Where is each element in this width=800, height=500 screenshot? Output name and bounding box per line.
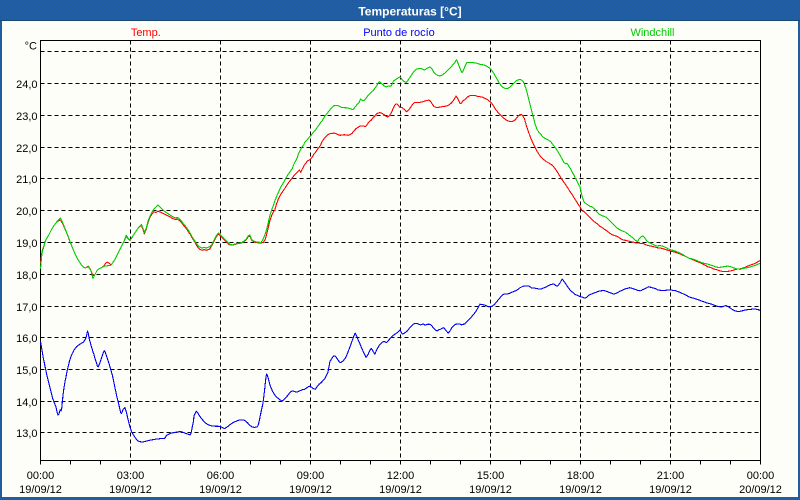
svg-text:22,0: 22,0 — [16, 143, 37, 155]
svg-text:18,0: 18,0 — [16, 270, 37, 282]
svg-text:20,0: 20,0 — [16, 206, 37, 218]
svg-text:21,0: 21,0 — [16, 174, 37, 186]
svg-text:06:00: 06:00 — [207, 470, 235, 482]
svg-text:Punto de rocío: Punto de rocío — [363, 27, 435, 39]
svg-text:23,0: 23,0 — [16, 111, 37, 123]
svg-text:00:00: 00:00 — [747, 470, 775, 482]
svg-text:13,0: 13,0 — [16, 428, 37, 440]
svg-text:09:00: 09:00 — [297, 470, 325, 482]
svg-text:21:00: 21:00 — [657, 470, 685, 482]
svg-text:19/09/12: 19/09/12 — [469, 484, 512, 496]
svg-text:15:00: 15:00 — [477, 470, 505, 482]
svg-text:20/09/12: 20/09/12 — [739, 484, 782, 496]
svg-text:15,0: 15,0 — [16, 365, 37, 377]
svg-text:19/09/12: 19/09/12 — [559, 484, 602, 496]
svg-text:19/09/12: 19/09/12 — [109, 484, 152, 496]
svg-text:Windchill: Windchill — [630, 27, 674, 39]
svg-text:12:00: 12:00 — [387, 470, 415, 482]
svg-text:18:00: 18:00 — [567, 470, 595, 482]
svg-text:16,0: 16,0 — [16, 333, 37, 345]
svg-text:19/09/12: 19/09/12 — [289, 484, 332, 496]
svg-text:19/09/12: 19/09/12 — [19, 484, 62, 496]
svg-text:03:00: 03:00 — [117, 470, 145, 482]
svg-text:Temperaturas [°C]: Temperaturas [°C] — [358, 5, 461, 19]
svg-text:00:00: 00:00 — [27, 470, 55, 482]
svg-text:19/09/12: 19/09/12 — [649, 484, 692, 496]
svg-text:19/09/12: 19/09/12 — [199, 484, 242, 496]
svg-text:°C: °C — [25, 41, 37, 53]
svg-text:19,0: 19,0 — [16, 238, 37, 250]
svg-text:14,0: 14,0 — [16, 397, 37, 409]
svg-text:Temp.: Temp. — [131, 27, 161, 39]
svg-text:19/09/12: 19/09/12 — [379, 484, 422, 496]
svg-text:17,0: 17,0 — [16, 302, 37, 314]
svg-text:24,0: 24,0 — [16, 79, 37, 91]
